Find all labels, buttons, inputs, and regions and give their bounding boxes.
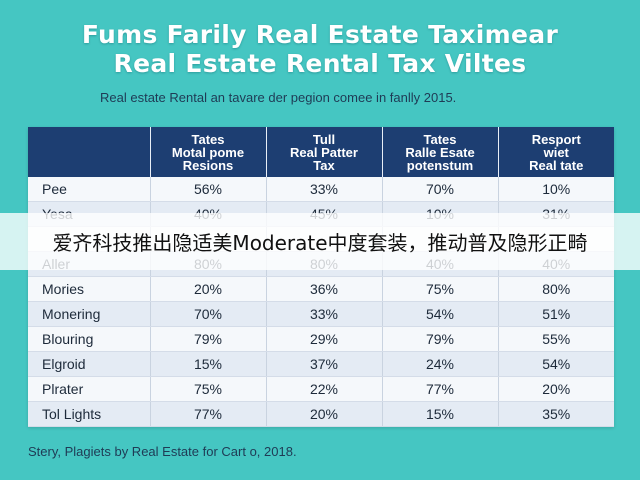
table-cell: 77% [382, 376, 499, 402]
table-header-row: Tates Motal pome Resions Tull Real Patte… [28, 127, 614, 177]
row-label: Elgroid [28, 351, 151, 377]
table-cell: 22% [266, 376, 383, 402]
rates-table: Tates Motal pome Resions Tull Real Patte… [28, 127, 614, 427]
source-note: Stery, Plagiets by Real Estate for Cart … [28, 444, 297, 459]
table-cell: 55% [498, 326, 614, 352]
table-cell: 29% [266, 326, 383, 352]
table-row: Tol Lights 77% 20% 15% 35% [28, 401, 614, 427]
table-cell: 37% [266, 351, 383, 377]
row-label: Mories [28, 276, 151, 302]
row-label: Blouring [28, 326, 151, 352]
table-cell: 77% [150, 401, 267, 427]
table-cell: 75% [382, 276, 499, 302]
page-title-line-1: Fums Farily Real Estate Taximear [81, 20, 559, 49]
row-label: Plrater [28, 376, 151, 402]
table-cell: 20% [150, 276, 267, 302]
table-header-corner [28, 127, 151, 177]
table-cell: 54% [498, 351, 614, 377]
table-cell: 70% [150, 301, 267, 327]
table-row: Elgroid 15% 37% 24% 54% [28, 351, 614, 377]
table-header-cell: Tull Real Patter Tax [266, 127, 383, 177]
caption-banner: 爱齐科技推出隐适美Moderate中度套装，推动普及隐形正畸 [0, 213, 640, 270]
table-header-cell: Resport wiet Real tate [498, 127, 614, 177]
row-label: Tol Lights [28, 401, 151, 427]
table-cell: 33% [266, 177, 383, 202]
table-cell: 36% [266, 276, 383, 302]
table-row: Blouring 79% 29% 79% 55% [28, 326, 614, 352]
table-row: Monering 70% 33% 54% 51% [28, 301, 614, 327]
table-cell: 10% [498, 177, 614, 202]
page-title-line-2: Real Estate Rental Tax Viltes [113, 49, 527, 78]
table-cell: 15% [150, 351, 267, 377]
table-cell: 75% [150, 376, 267, 402]
table-cell: 15% [382, 401, 499, 427]
table-row: Mories 20% 36% 75% 80% [28, 276, 614, 302]
table-row: Plrater 75% 22% 77% 20% [28, 376, 614, 402]
table-cell: 80% [498, 276, 614, 302]
table-cell: 20% [266, 401, 383, 427]
table-header-cell: Tates Motal pome Resions [150, 127, 267, 177]
table-cell: 79% [382, 326, 499, 352]
table-cell: 35% [498, 401, 614, 427]
row-label: Pee [28, 177, 151, 202]
table-cell: 51% [498, 301, 614, 327]
table-cell: 56% [150, 177, 267, 202]
table-cell: 70% [382, 177, 499, 202]
table-cell: 79% [150, 326, 267, 352]
table-row: Pee 56% 33% 70% 10% [28, 177, 614, 202]
row-label: Monering [28, 301, 151, 327]
subtitle: Real estate Rental an tavare der pegion … [100, 90, 457, 105]
table-cell: 33% [266, 301, 383, 327]
table-header-cell: Tates Ralle Esate potenstum [382, 127, 499, 177]
table-cell: 24% [382, 351, 499, 377]
table-cell: 20% [498, 376, 614, 402]
caption-text: 爱齐科技推出隐适美Moderate中度套装，推动普及隐形正畸 [52, 231, 588, 255]
table-cell: 54% [382, 301, 499, 327]
